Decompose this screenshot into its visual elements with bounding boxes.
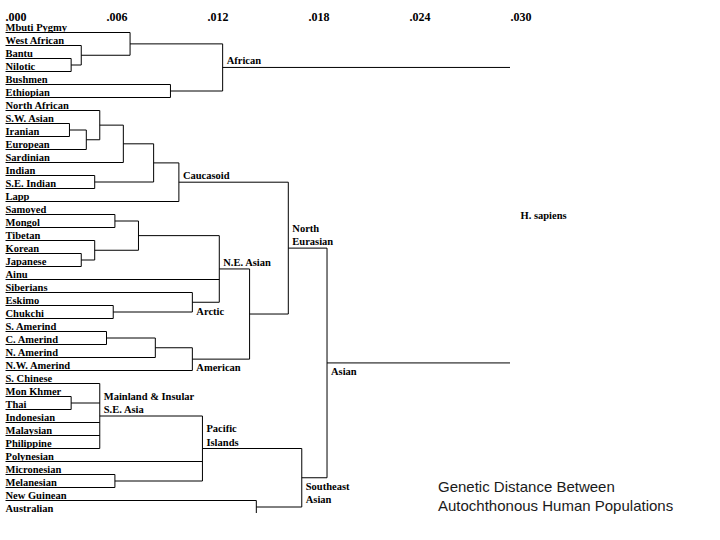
svg-text:.006: .006 — [107, 10, 128, 24]
svg-text:.000: .000 — [6, 10, 27, 24]
svg-text:Iranian: Iranian — [6, 126, 40, 137]
svg-text:Korean: Korean — [6, 243, 40, 254]
svg-text:C. Amerind: C. Amerind — [6, 334, 59, 345]
svg-text:Samoyed: Samoyed — [6, 204, 47, 215]
svg-text:Ethiopian: Ethiopian — [6, 87, 51, 98]
svg-text:Mainland & InsularS.E. Asia: Mainland & InsularS.E. Asia — [104, 391, 195, 415]
svg-text:Thai: Thai — [6, 399, 27, 410]
svg-text:.024: .024 — [410, 10, 431, 24]
svg-text:Chukchi: Chukchi — [6, 308, 45, 319]
svg-text:Sardinian: Sardinian — [6, 152, 51, 163]
svg-text:.030: .030 — [511, 10, 532, 24]
svg-text:Melanesian: Melanesian — [6, 477, 57, 488]
svg-text:Indonesian: Indonesian — [6, 412, 56, 423]
svg-text:Polynesian: Polynesian — [6, 451, 55, 462]
svg-text:SoutheastAsian: SoutheastAsian — [306, 481, 350, 505]
svg-text:Bushmen: Bushmen — [6, 74, 48, 85]
svg-text:Australian: Australian — [6, 503, 54, 514]
svg-text:N. Amerind: N. Amerind — [6, 347, 59, 358]
svg-text:S.W. Asian: S.W. Asian — [6, 113, 55, 124]
html-text:Genetic Distance Between Autoc: Genetic Distance Between Autochthonous H… — [438, 478, 674, 514]
svg-text:Asian: Asian — [331, 366, 357, 377]
svg-text:Mongol: Mongol — [6, 217, 41, 228]
svg-text:Arctic: Arctic — [196, 306, 224, 317]
svg-text:Indian: Indian — [6, 165, 36, 176]
svg-text:Philippine: Philippine — [6, 438, 52, 449]
svg-text:Siberians: Siberians — [6, 282, 48, 293]
svg-text:.012: .012 — [208, 10, 229, 24]
svg-text:Ainu: Ainu — [6, 269, 28, 280]
svg-text:American: American — [196, 362, 240, 373]
svg-text:African: African — [227, 55, 262, 66]
svg-text:S.E. Indian: S.E. Indian — [6, 178, 57, 189]
svg-text:Nilotic: Nilotic — [6, 61, 36, 72]
svg-text:Bantu: Bantu — [6, 48, 34, 59]
svg-text:NorthEurasian: NorthEurasian — [292, 223, 333, 247]
svg-text:Mbuti Pygmy: Mbuti Pygmy — [6, 22, 68, 33]
svg-text:Eskimo: Eskimo — [6, 295, 40, 306]
svg-text:New Guinean: New Guinean — [6, 490, 67, 501]
svg-text:Mon Khmer: Mon Khmer — [6, 386, 62, 397]
svg-text:S. Chinese: S. Chinese — [6, 373, 53, 384]
svg-text:European: European — [6, 139, 50, 150]
svg-text:Caucasoid: Caucasoid — [183, 170, 230, 181]
svg-text:Malaysian: Malaysian — [6, 425, 53, 436]
svg-text:West African: West African — [6, 35, 65, 46]
svg-text:North African: North African — [6, 100, 69, 111]
svg-text:H. sapiens: H. sapiens — [521, 210, 567, 221]
svg-text:PacificIslands: PacificIslands — [206, 423, 238, 447]
svg-text:Tibetan: Tibetan — [6, 230, 41, 241]
svg-text:Micronesian: Micronesian — [6, 464, 62, 475]
svg-text:N.E. Asian: N.E. Asian — [223, 257, 271, 268]
svg-text:Japanese: Japanese — [6, 256, 47, 267]
svg-text:S. Amerind: S. Amerind — [6, 321, 57, 332]
svg-text:N.W. Amerind: N.W. Amerind — [6, 360, 71, 371]
svg-text:.018: .018 — [309, 10, 330, 24]
svg-text:Lapp: Lapp — [6, 191, 30, 202]
